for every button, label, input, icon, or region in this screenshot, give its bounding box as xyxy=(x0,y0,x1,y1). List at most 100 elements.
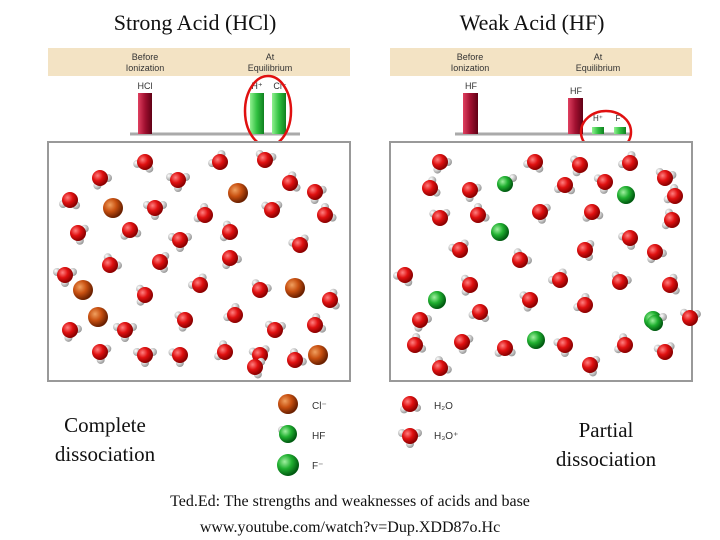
atom xyxy=(412,312,428,328)
atom xyxy=(584,204,600,220)
atom xyxy=(197,207,213,223)
atom xyxy=(317,207,333,223)
atom xyxy=(122,222,138,238)
atom xyxy=(152,254,168,270)
atom xyxy=(117,322,133,338)
atom xyxy=(557,337,573,353)
panel-title: Strong Acid (HCl) xyxy=(114,10,277,35)
footer: Ted.Ed: The strengths and weaknesses of … xyxy=(170,493,530,510)
bar xyxy=(250,93,264,134)
atom xyxy=(137,287,153,303)
atom xyxy=(292,237,308,253)
atom xyxy=(402,396,418,412)
header-label: At xyxy=(266,52,275,62)
header-label: Equilibrium xyxy=(576,63,621,73)
atom xyxy=(657,170,673,186)
atom xyxy=(92,170,108,186)
atom xyxy=(147,200,163,216)
atom xyxy=(88,307,108,327)
atom xyxy=(577,297,593,313)
atom xyxy=(432,210,448,226)
atom xyxy=(307,317,323,333)
atom xyxy=(470,207,486,223)
bar-label: H⁺ xyxy=(251,81,262,91)
bar xyxy=(614,127,626,134)
header-label: Ionization xyxy=(451,63,490,73)
atom xyxy=(527,154,543,170)
atom xyxy=(497,340,513,356)
atom xyxy=(257,152,273,168)
atom xyxy=(617,186,635,204)
bar-label: F⁻ xyxy=(615,114,624,123)
atom xyxy=(222,224,238,240)
bar xyxy=(138,93,152,134)
atom xyxy=(402,428,418,444)
bar-label: H⁺ xyxy=(593,114,603,123)
header-label: Before xyxy=(132,52,159,62)
atom xyxy=(597,174,613,190)
atom xyxy=(617,337,633,353)
atom xyxy=(682,310,698,326)
bar-label: HF xyxy=(570,86,582,96)
atom xyxy=(282,175,298,191)
caption: dissociation xyxy=(556,447,657,471)
atom xyxy=(287,352,303,368)
atom xyxy=(572,157,588,173)
atom xyxy=(137,154,153,170)
caption: Complete xyxy=(64,413,146,437)
atom xyxy=(322,292,338,308)
atom xyxy=(277,454,299,476)
atom xyxy=(212,154,228,170)
atom xyxy=(491,223,509,241)
molecules xyxy=(53,149,701,476)
atom xyxy=(103,198,123,218)
atom xyxy=(462,182,478,198)
legend-label: F⁻ xyxy=(312,461,323,472)
atom xyxy=(192,277,208,293)
header-label: Equilibrium xyxy=(248,63,293,73)
bar-label: Cl⁻ xyxy=(273,81,286,91)
atom xyxy=(177,312,193,328)
atom xyxy=(662,277,678,293)
atom xyxy=(527,331,545,349)
atom xyxy=(308,345,328,365)
atom xyxy=(622,230,638,246)
atom xyxy=(582,357,598,373)
atom xyxy=(172,347,188,363)
atom xyxy=(612,274,628,290)
atom xyxy=(279,425,297,443)
legend-label: Cl⁻ xyxy=(312,401,327,412)
atom xyxy=(522,292,538,308)
atom xyxy=(73,280,93,300)
atom xyxy=(667,188,683,204)
bar-label: HF xyxy=(465,81,477,91)
atom xyxy=(452,242,468,258)
atom xyxy=(278,394,298,414)
header-strip xyxy=(48,48,350,76)
atom xyxy=(264,202,280,218)
atom xyxy=(70,225,86,241)
footer: www.youtube.com/watch?v=Dup.XDD87o.Hc xyxy=(200,519,500,536)
atom xyxy=(222,250,238,266)
atom xyxy=(285,278,305,298)
atom xyxy=(170,172,186,188)
atom xyxy=(252,347,268,363)
atom xyxy=(422,180,438,196)
atom xyxy=(247,359,263,375)
atom xyxy=(647,315,663,331)
atom xyxy=(137,347,153,363)
panel-title: Weak Acid (HF) xyxy=(460,10,605,35)
legend-label: H₃O⁺ xyxy=(434,431,458,442)
legend-label: HF xyxy=(312,431,325,442)
atom xyxy=(252,282,268,298)
legend-label: H₂O xyxy=(434,401,453,412)
atom xyxy=(647,244,663,260)
atom xyxy=(62,192,78,208)
header-label: Ionization xyxy=(126,63,165,73)
atom xyxy=(497,176,513,192)
caption: Partial xyxy=(579,418,634,442)
bar xyxy=(592,127,604,134)
atom xyxy=(307,184,323,200)
atom xyxy=(407,337,423,353)
bar xyxy=(568,98,583,134)
